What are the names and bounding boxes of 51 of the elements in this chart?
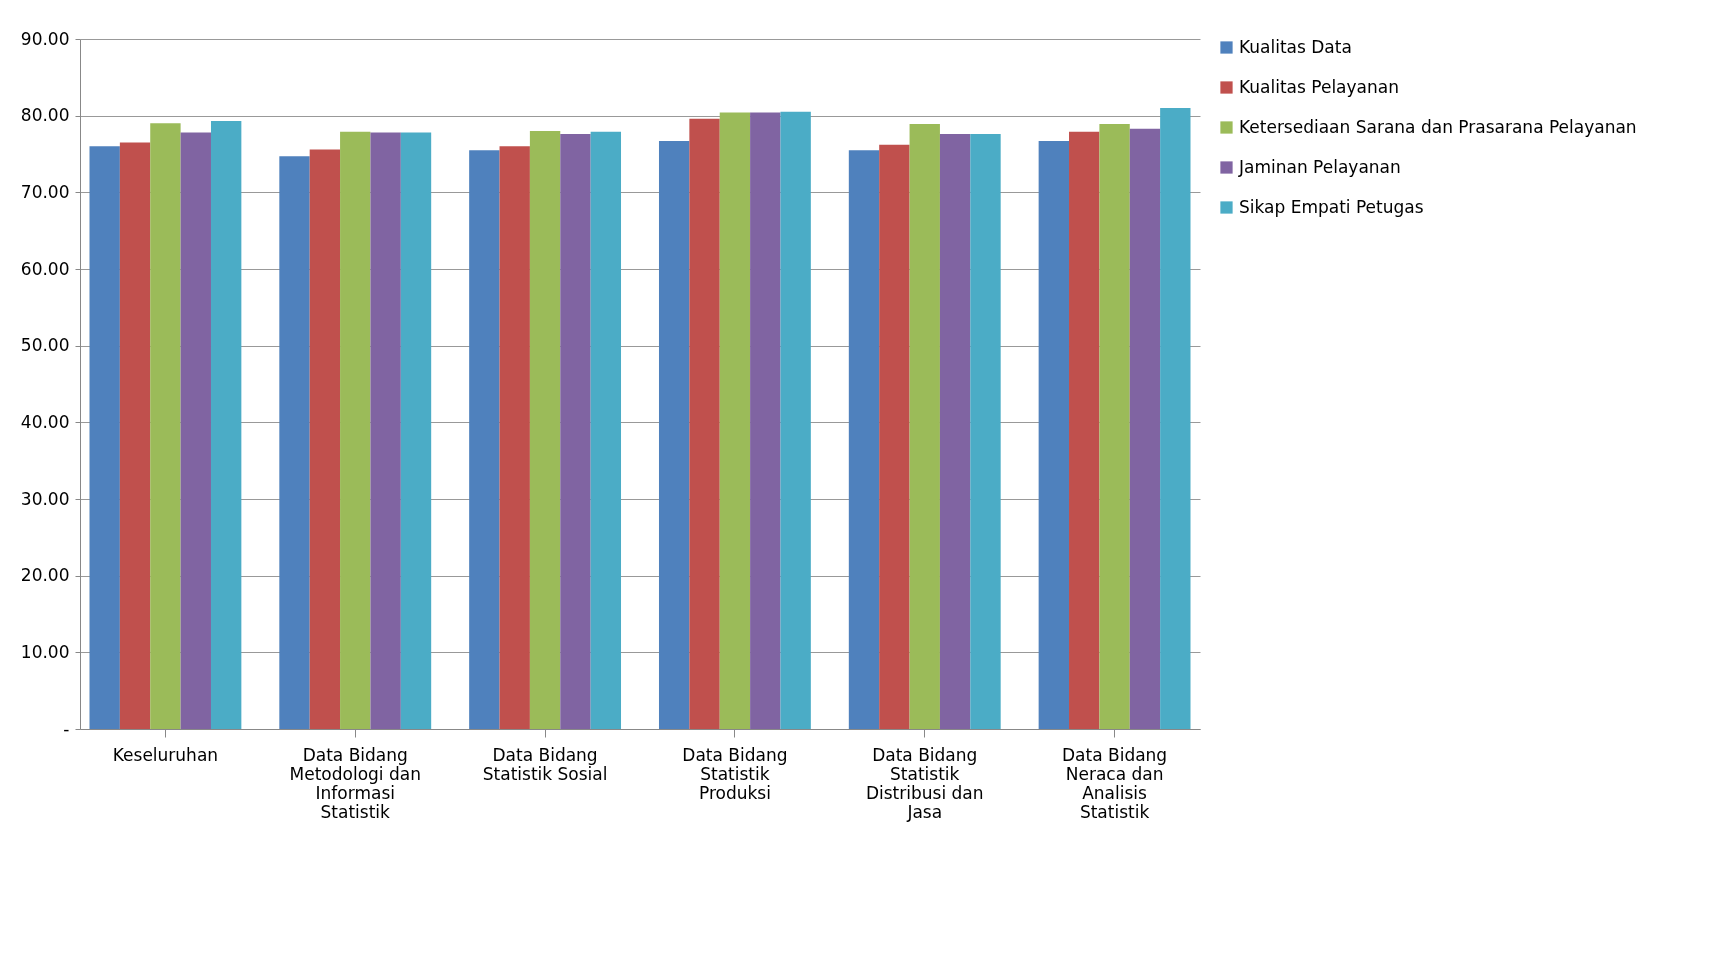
bar: [1038, 140, 1070, 729]
y-tick-label: 60.00: [20, 258, 70, 279]
bar: [939, 134, 971, 729]
x-tick-label: Keseluruhan: [112, 744, 219, 765]
bar: [499, 146, 530, 729]
bar: [1160, 108, 1191, 729]
x-tick-label: Data Bidang Statistik Sosial: [482, 744, 608, 784]
bar: [119, 142, 151, 729]
y-tick-label: 90.00: [20, 28, 70, 49]
legend-label: Kualitas Data: [1239, 36, 1352, 57]
y-tick-label: 40.00: [20, 411, 70, 432]
bar: [689, 118, 720, 729]
bar: [340, 131, 371, 729]
bar: [309, 149, 341, 729]
bar: [89, 146, 120, 729]
y-tick-label: -: [63, 718, 70, 739]
bar: [658, 140, 690, 729]
y-tick-label: 50.00: [20, 335, 70, 356]
bar: [1129, 128, 1161, 729]
bar: [780, 111, 811, 729]
y-tick-label: 10.00: [20, 641, 70, 662]
x-tick-label: Data Bidang Statistik Distribusi dan Jasa: [865, 744, 984, 822]
bar: [529, 131, 561, 729]
bar: [970, 134, 1001, 729]
y-tick-label: 80.00: [20, 105, 70, 126]
bar: [279, 156, 310, 729]
y-tick-label: 30.00: [20, 488, 70, 509]
legend-label: Kualitas Pelayanan: [1239, 76, 1399, 97]
bar: [150, 123, 181, 729]
bar: [719, 112, 751, 729]
bar: [400, 132, 432, 729]
y-tick-label: 70.00: [20, 181, 70, 202]
y-tick-label: 20.00: [20, 565, 70, 586]
bar: [750, 112, 781, 729]
legend-label: Ketersediaan Sarana dan Prasarana Pelayanan: [1239, 116, 1637, 137]
x-tick-label: Data Bidang Statistik Produksi: [682, 744, 788, 803]
bar: [590, 131, 622, 729]
bar: [909, 124, 940, 729]
legend-label: Jaminan Pelayanan: [1238, 156, 1401, 177]
bar: [1069, 131, 1100, 729]
bar: [180, 132, 211, 729]
bar: [879, 144, 910, 729]
bar: [1099, 124, 1130, 729]
bar: [210, 121, 242, 729]
bar: [469, 150, 500, 729]
bar: [370, 132, 401, 729]
legend-label: Sikap Empati Petugas: [1239, 196, 1424, 217]
x-tick-label: Data Bidang Neraca dan Analisis Statistik: [1062, 744, 1168, 822]
bar: [848, 150, 880, 729]
bar: [560, 134, 591, 729]
x-tick-label: Data Bidang Metodologi dan Informasi Statistik: [289, 744, 421, 822]
